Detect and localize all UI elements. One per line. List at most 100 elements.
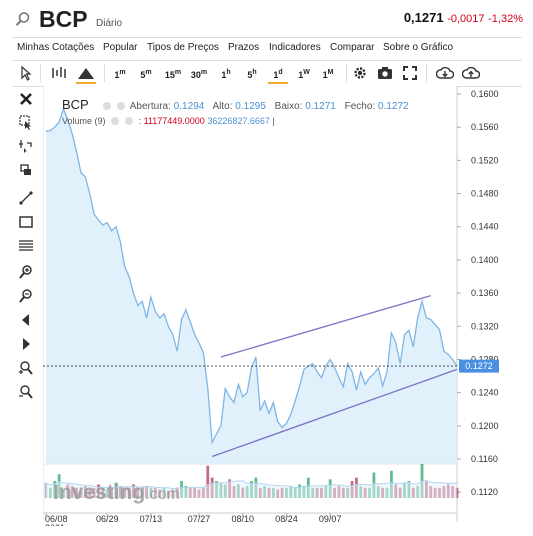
chart-toolbar: 1m 5m 15m 30m 1h 5h 1d 1W 1M bbox=[12, 60, 522, 87]
price-change-pct: -1,32% bbox=[488, 13, 523, 25]
x-tick-label: 08/24 bbox=[275, 514, 298, 524]
y-tick-label: 0.1480 bbox=[471, 189, 499, 199]
x-tick-label: 06/29 bbox=[96, 514, 119, 524]
timeframe-1mo[interactable]: 1M bbox=[322, 69, 334, 80]
toolbar-separator bbox=[426, 64, 427, 82]
settings-gear-icon[interactable] bbox=[352, 64, 368, 82]
menu-popular[interactable]: Popular bbox=[103, 42, 138, 53]
volume-settings-icon[interactable] bbox=[125, 117, 134, 125]
y-tick-label: 0.1320 bbox=[471, 321, 499, 331]
y-tick-label: 0.1400 bbox=[471, 255, 499, 265]
last-price-tag bbox=[459, 359, 499, 373]
price-area-fill bbox=[46, 108, 457, 465]
y-tick-label: 0.1360 bbox=[471, 288, 499, 298]
timeframe-1h[interactable]: 1h bbox=[221, 69, 231, 80]
menu-prazos[interactable]: Prazos bbox=[228, 42, 260, 53]
legend-low-value: 0.1271 bbox=[305, 101, 336, 112]
chart-header: BCP Diário 0,1271 -0,0017 -1,32% bbox=[0, 0, 533, 36]
menu-minhas-cotacoes[interactable]: Minhas Cotações bbox=[17, 42, 95, 53]
legend-symbol: BCP bbox=[62, 97, 89, 112]
x-tick-label: 2021 bbox=[45, 523, 65, 526]
timeframe-1w[interactable]: 1W bbox=[298, 69, 310, 80]
search-icon[interactable] bbox=[15, 11, 31, 27]
price-quote: 0,1271 -0,0017 -1,32% bbox=[404, 10, 523, 25]
horizontal-lines-icon[interactable] bbox=[18, 238, 34, 254]
upload-cloud-icon[interactable] bbox=[462, 64, 480, 82]
menu-indicadores[interactable]: Indicadores bbox=[269, 42, 321, 53]
close-x-icon[interactable] bbox=[18, 91, 34, 107]
area-chart-icon[interactable] bbox=[76, 64, 96, 84]
camera-icon[interactable] bbox=[376, 64, 394, 82]
candlestick-chart-icon[interactable] bbox=[50, 64, 68, 82]
fullscreen-icon[interactable] bbox=[402, 64, 418, 82]
volume-ma-value: 36226827.6667 bbox=[207, 116, 270, 126]
zoom-in-icon[interactable] bbox=[18, 264, 34, 280]
zoom-out-icon[interactable] bbox=[18, 288, 34, 304]
timeframe-5m[interactable]: 5m bbox=[140, 69, 152, 80]
volume-label: Volume (9) bbox=[62, 116, 106, 126]
price-change: -0,0017 bbox=[447, 13, 485, 25]
drawing-tools-sidebar bbox=[12, 86, 42, 526]
x-tick-label: 07/27 bbox=[188, 514, 211, 524]
volume-value: 11177449.0000 bbox=[143, 116, 205, 126]
legend-high-value: 0.1295 bbox=[235, 101, 266, 112]
menu-tipos-de-precos[interactable]: Tipos de Preços bbox=[147, 42, 219, 53]
toolbar-separator bbox=[346, 64, 347, 82]
y-tick-label: 0.1240 bbox=[471, 388, 499, 398]
volume-ma-area bbox=[46, 480, 457, 498]
scroll-right-icon[interactable] bbox=[18, 336, 34, 352]
toolbar-separator bbox=[40, 64, 41, 82]
last-price-tag-label: 0.1272 bbox=[465, 361, 493, 371]
last-price: 0,1271 bbox=[403, 10, 444, 25]
symbol-title: BCP bbox=[39, 6, 88, 32]
channel-upper-line[interactable] bbox=[220, 294, 431, 358]
investing-watermark: Investing.com bbox=[53, 481, 180, 504]
layers-icon[interactable] bbox=[18, 162, 34, 178]
y-tick-label: 0.1520 bbox=[471, 155, 499, 165]
price-chart[interactable]: 0.1600 0.1560 0.1520 0.1480 0.1440 0.1400 0.13… bbox=[43, 86, 523, 526]
y-tick-label: 0.1160 bbox=[471, 454, 498, 464]
magnifier-reset-icon[interactable] bbox=[18, 384, 34, 400]
magnifier-plus-icon[interactable] bbox=[18, 360, 34, 376]
channel-lower-line[interactable] bbox=[211, 368, 458, 458]
legend-close-label: Fecho: bbox=[344, 101, 376, 112]
legend-close-value: 0.1272 bbox=[377, 101, 409, 112]
x-tick-label: 08/10 bbox=[231, 514, 254, 524]
menu-comparar[interactable]: Comparar bbox=[330, 42, 375, 53]
x-tick-label: 06/08 bbox=[45, 514, 68, 524]
volume-visibility-icon[interactable] bbox=[111, 117, 120, 125]
scroll-left-icon[interactable] bbox=[18, 312, 34, 328]
y-tick-label: 0.1440 bbox=[471, 222, 499, 232]
timeframe-1m[interactable]: 1m bbox=[114, 69, 126, 80]
toolbar-separator bbox=[104, 64, 105, 82]
trend-line-icon[interactable] bbox=[18, 190, 34, 206]
download-cloud-icon[interactable] bbox=[436, 64, 454, 82]
crosshair-magnet-icon[interactable] bbox=[18, 138, 34, 154]
timeframe-5h[interactable]: 5h bbox=[247, 69, 257, 80]
timeframe-30m[interactable]: 30m bbox=[190, 69, 208, 80]
y-tick-label: 0.1600 bbox=[471, 89, 499, 99]
period-label: Diário bbox=[96, 18, 123, 29]
x-tick-label: 09/07 bbox=[319, 514, 342, 524]
legend-open-value: 0.1294 bbox=[173, 101, 205, 112]
legend-settings-icon[interactable] bbox=[116, 102, 125, 110]
price-series-line bbox=[45, 106, 458, 445]
chart-menu-bar: Minhas Cotações Popular Tipos de Preços … bbox=[12, 37, 522, 61]
volume-legend: Volume (9) : 11177449.0000 36226827.6667… bbox=[62, 116, 275, 126]
legend-low-label: Baixo: bbox=[274, 101, 303, 112]
timeframe-1d[interactable]: 1d bbox=[268, 64, 288, 84]
y-tick-label: 0.1200 bbox=[471, 421, 499, 431]
cursor-icon[interactable] bbox=[20, 64, 32, 82]
legend-visibility-icon[interactable] bbox=[102, 102, 111, 110]
y-tick-label: 0.1280 bbox=[471, 354, 499, 364]
legend-high-label: Alto: bbox=[212, 101, 233, 112]
menu-sobre-o-grafico[interactable]: Sobre o Gráfico bbox=[383, 42, 454, 53]
timeframe-15m[interactable]: 15m bbox=[164, 69, 182, 80]
x-tick-label: 07/13 bbox=[140, 514, 163, 524]
rectangle-tool-icon[interactable] bbox=[18, 214, 34, 230]
select-cursor-icon[interactable] bbox=[18, 114, 34, 130]
y-tick-label: 0.1120 bbox=[471, 487, 498, 497]
volume-bar bbox=[206, 465, 210, 498]
legend-open-label: Abertura: bbox=[129, 101, 171, 112]
ohlc-legend: BCP Abertura: 0.1294 Alto: 0.1295 Baixo:… bbox=[62, 97, 415, 112]
